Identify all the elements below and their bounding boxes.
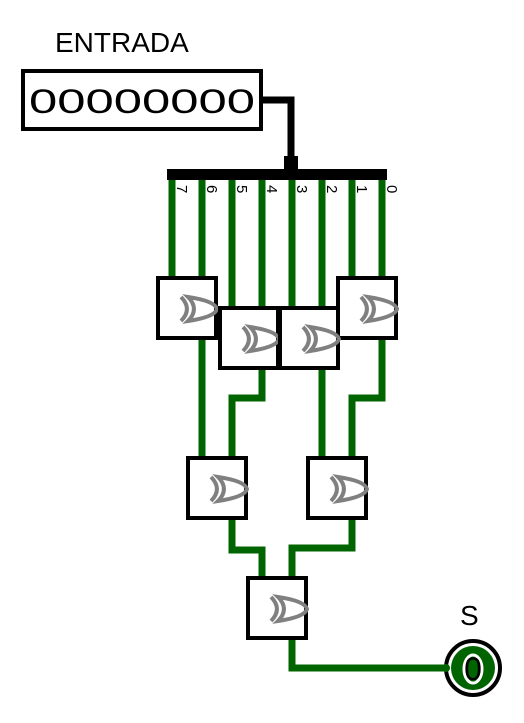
gate-l2-b[interactable]: [306, 456, 369, 520]
bit-label-0: 0: [383, 185, 400, 193]
input-label: ENTRADA: [55, 27, 189, 58]
bit-label-1: 1: [353, 185, 370, 193]
bit-labels: 7 6 5 4 3 2 1 0: [173, 185, 400, 193]
wire-dots: [169, 213, 385, 219]
bit-label-5: 5: [233, 185, 250, 193]
gate-l2-a[interactable]: [186, 456, 249, 520]
gate-l1-a[interactable]: [156, 276, 219, 340]
input-pin[interactable]: [21, 69, 263, 131]
gate-l1-b[interactable]: [218, 306, 281, 370]
wire-l1b-out: [228, 368, 266, 462]
input-value: 00000000: [29, 83, 255, 121]
wire-l2a-out: [228, 518, 266, 582]
bit-label-7: 7: [173, 185, 190, 193]
gate-l3[interactable]: [246, 576, 309, 640]
output-led-ring: [462, 653, 484, 685]
bit-label-6: 6: [203, 185, 220, 193]
output-junction: [442, 664, 450, 672]
bit-label-4: 4: [263, 185, 280, 193]
splitter-bar: [167, 169, 387, 180]
wire-l2b-out: [288, 518, 356, 582]
output-led: [451, 646, 495, 690]
gate-l1-c[interactable]: [278, 306, 341, 370]
signal-wires: [168, 180, 448, 672]
gate-l1-d[interactable]: [336, 276, 399, 340]
bit-label-3: 3: [293, 185, 310, 193]
wire-final-out: [288, 638, 448, 672]
bus-junction: [284, 156, 298, 170]
output-label: S: [460, 600, 479, 631]
output-value: 0: [464, 651, 482, 687]
wire-l1d-out: [348, 338, 386, 462]
input-bus-wire: [261, 96, 295, 168]
bit-label-2: 2: [323, 185, 340, 193]
